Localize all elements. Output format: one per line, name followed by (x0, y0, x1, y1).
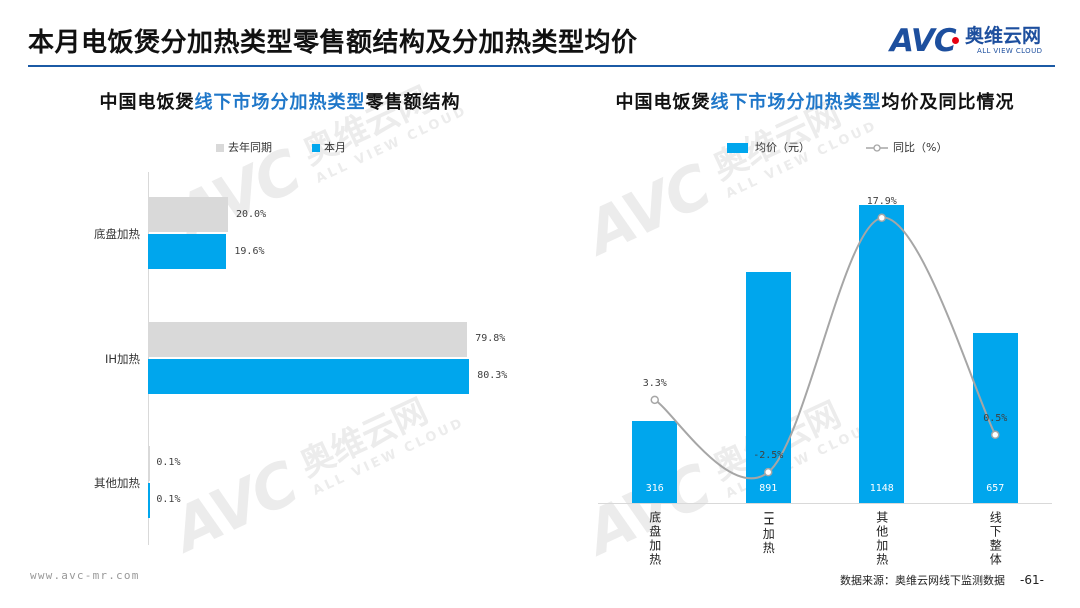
yoy-data-label: 17.9% (866, 195, 897, 207)
data-label: 0.1% (156, 457, 181, 469)
bar-this-month (148, 234, 227, 270)
right-chart-title: 中国电饭煲线下市场分加热类型均价及同比情况 (580, 91, 1050, 115)
yoy-data-label: 3.3% (642, 377, 667, 389)
page-number: -61- (1020, 573, 1044, 587)
legend-swatch-avg-price (727, 143, 748, 153)
category-label: 底盘加热 (94, 227, 140, 242)
category-label: 其他加热 (94, 475, 140, 490)
yoy-point (764, 467, 773, 477)
bar-last-year (148, 321, 468, 357)
legend-label-yoy: 同比（%） (893, 141, 948, 154)
bar-value-label: 316 (645, 483, 664, 494)
logo-red-dot-icon (952, 37, 959, 44)
data-label: 79.8% (475, 333, 506, 344)
yoy-line-layer (650, 213, 1000, 480)
bar-this-month (148, 482, 150, 518)
yoy-point (877, 213, 886, 223)
footer-website: www.avc-mr.com (30, 569, 140, 582)
x-axis-label: IH加热 (761, 511, 776, 556)
bar-avg-price (859, 205, 905, 503)
bar-avg-price (972, 332, 1018, 503)
logo-mark: AVC (890, 23, 957, 59)
right-chart-title-prefix: 中国电饭煲 (615, 92, 711, 113)
bar-this-month (148, 358, 470, 394)
legend-label-this-month: 本月 (324, 141, 346, 154)
yoy-point (991, 430, 1000, 440)
legend-item-yoy: 同比（%） (866, 141, 947, 155)
legend-line-marker-icon (866, 144, 888, 152)
legend-item-this-month: 本月 (312, 141, 346, 155)
legend-swatch-this-month (312, 144, 320, 152)
bar-value-label: 1148 (869, 483, 894, 494)
yoy-point (650, 395, 659, 405)
avc-logo: AVC 奥维云网 ALL VIEW CLOUD (890, 22, 1060, 60)
x-axis-label: 线下整体 (988, 511, 1003, 567)
page-title: 本月电饭煲分加热类型零售额结构及分加热类型均价 (28, 28, 638, 58)
watermark-name: 奥维云网 (296, 79, 437, 174)
bar-value-label: 891 (759, 483, 778, 494)
legend-label-avg-price: 均价（元） (755, 141, 810, 154)
legend-label-last-year: 去年同期 (228, 141, 272, 154)
bar-avg-price (632, 421, 678, 503)
bar-avg-price (745, 271, 791, 503)
left-chart-plot: 底盘加热 20.0% 19.6% IH加热 79.8% 80.3% 其他加热 0.1% 0.1% (40, 160, 560, 560)
legend-item-avg-price: 均价（元） (727, 141, 810, 155)
bar-last-year (148, 445, 150, 481)
bar-value-label: 657 (986, 483, 1005, 494)
data-label: 80.3% (477, 370, 508, 381)
left-chart-title: 中国电饭煲线下市场分加热类型零售额结构 (40, 91, 520, 115)
legend-swatch-last-year (216, 144, 224, 152)
logo-name: 奥维云网 (965, 25, 1042, 47)
yoy-data-label: 0.5% (983, 412, 1008, 424)
yoy-data-label: -2.5% (753, 450, 784, 462)
right-chart-title-suffix: 均价及同比情况 (881, 92, 1015, 113)
legend-item-last-year: 去年同期 (216, 141, 272, 155)
data-label: 0.1% (156, 494, 181, 506)
footer-data-source: 数据来源：奥维云网线下监测数据 (840, 574, 1005, 587)
x-axis-line (598, 503, 1052, 504)
x-axis-label: 底盘加热 (647, 511, 662, 567)
yoy-line (654, 216, 997, 480)
data-label: 19.6% (234, 245, 265, 257)
header-rule (28, 65, 1055, 67)
left-chart-title-highlight: 线下市场分加热类型 (194, 92, 366, 113)
right-chart-title-highlight: 线下市场分加热类型 (710, 92, 882, 113)
logo-tagline: ALL VIEW CLOUD (977, 47, 1043, 55)
left-chart-title-suffix: 零售额结构 (365, 92, 461, 113)
right-chart-plot: 316 底盘加热 891 IH加热 1148 其他加热 657 线下整体 3.3% -2.5% 17… (580, 160, 1070, 570)
left-chart-title-prefix: 中国电饭煲 (99, 92, 195, 113)
category-label: IH加热 (104, 351, 140, 366)
x-axis-label: 其他加热 (874, 511, 889, 567)
data-label: 20.0% (236, 208, 267, 220)
bar-last-year (148, 197, 228, 233)
